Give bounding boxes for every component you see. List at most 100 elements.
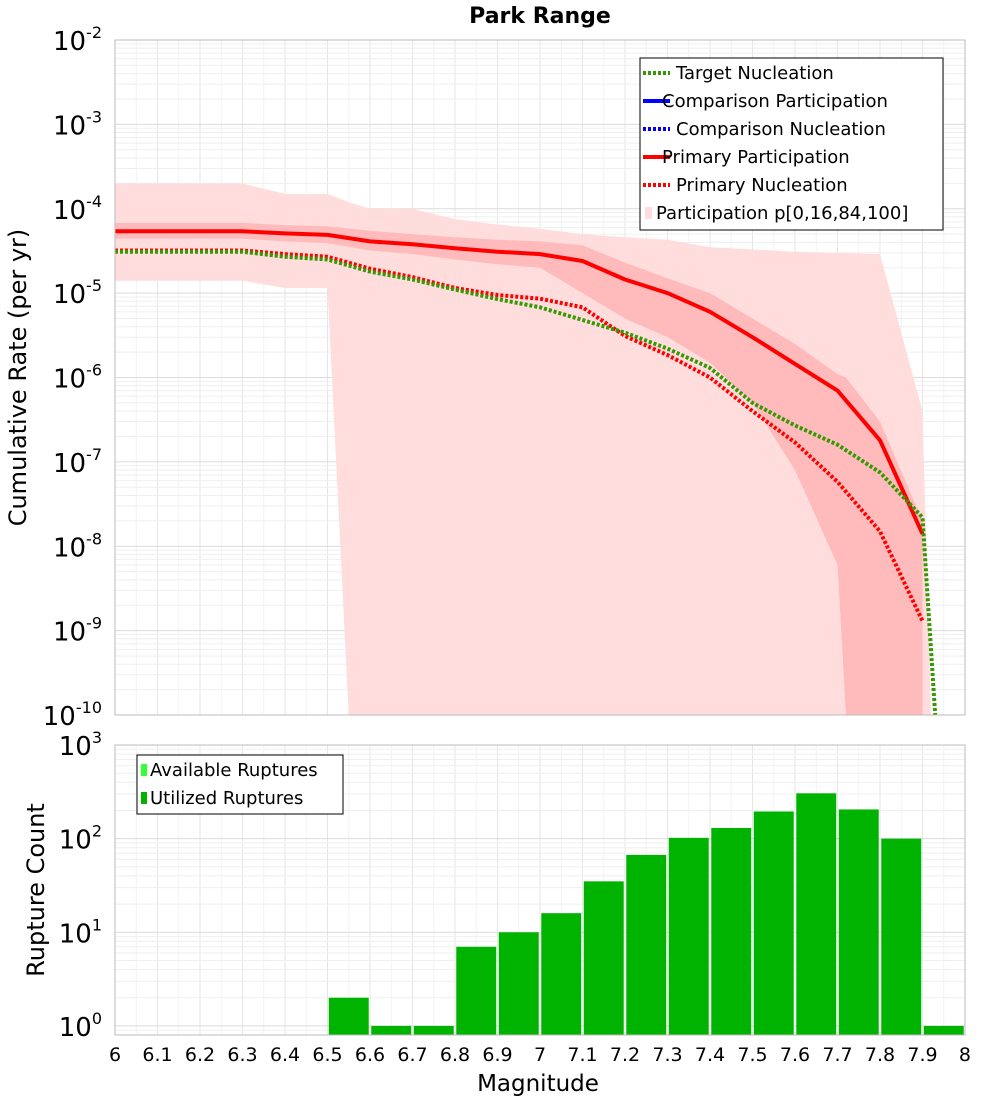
y-tick-exp: -5 (86, 276, 102, 295)
legend-label: Primary Participation (662, 147, 850, 168)
x-tick-label: 6.1 (142, 1044, 172, 1066)
x-axis-label: Magnitude (477, 1071, 599, 1097)
y-tick-exp: -10 (76, 698, 102, 717)
y-tick-exp: -2 (86, 23, 102, 42)
chart-title: Park Range (469, 4, 611, 29)
x-tick-label: 7.3 (652, 1044, 682, 1066)
x-tick-label: 7.9 (907, 1044, 937, 1066)
target-nucleation-line (115, 249, 938, 716)
band-p16-84 (115, 222, 923, 715)
y-tick-label: 103 (59, 728, 102, 762)
y-tick-label: 101 (59, 915, 102, 949)
x-tick-label: 7.8 (865, 1044, 895, 1066)
rupture-bar (668, 837, 709, 1035)
x-tick-label: 8 (959, 1044, 971, 1066)
legend-label: Participation p[0,16,84,100] (656, 203, 908, 224)
y-tick-base: 10 (59, 1013, 92, 1043)
y-tick-exp: -9 (86, 614, 102, 633)
y-tick-base: 10 (53, 365, 86, 395)
y-tick-base: 10 (53, 533, 86, 563)
x-tick-label: 6.5 (312, 1044, 342, 1066)
y-tick-label: 102 (59, 822, 102, 856)
rupture-bar (923, 1025, 964, 1035)
x-tick-label: 7.2 (610, 1044, 640, 1066)
y-tick-base: 10 (59, 732, 92, 762)
x-tick-label: 7 (534, 1044, 546, 1066)
bar-legend-label: Available Ruptures (150, 760, 318, 781)
y-tick-label: 100 (59, 1009, 102, 1043)
y-tick-exp: 2 (92, 822, 102, 841)
x-tick-label: 7.5 (737, 1044, 767, 1066)
rupture-bar (796, 793, 837, 1035)
y-tick-label: 10-10 (43, 698, 102, 732)
primary-participation-line (115, 229, 925, 535)
x-tick-label: 6.4 (270, 1044, 300, 1066)
y-tick-exp: 3 (92, 728, 102, 747)
bar-legend-box (136, 754, 344, 815)
x-tick-label: 7.7 (822, 1044, 852, 1066)
rupture-bar (838, 809, 879, 1035)
x-tick-label: 6.6 (355, 1044, 385, 1066)
legend-label: Comparison Nucleation (676, 119, 886, 140)
y-tick-base: 10 (53, 280, 86, 310)
legend-label: Primary Nucleation (676, 175, 848, 196)
y-axis-label-count: Rupture Count (22, 803, 50, 977)
y-tick-base: 10 (53, 618, 86, 648)
y-tick-exp: -7 (86, 445, 102, 464)
top-plot-frame (114, 39, 966, 716)
y-tick-label: 10-2 (53, 23, 102, 57)
x-tick-label: 6.9 (482, 1044, 512, 1066)
y-tick-base: 10 (59, 826, 92, 856)
rupture-bar (498, 932, 539, 1035)
y-tick-base: 10 (53, 196, 86, 226)
rupture-bar (541, 913, 582, 1035)
y-tick-label: 10-7 (53, 445, 102, 479)
y-tick-base: 10 (53, 449, 86, 479)
y-tick-exp: 0 (92, 1009, 102, 1028)
y-tick-base: 10 (59, 919, 92, 949)
rupture-bar (413, 1025, 454, 1035)
y-tick-exp: -4 (86, 192, 102, 211)
rupture-bar (753, 811, 794, 1035)
cumulative-rate-plot: Park Range10-210-310-410-510-610-710-810… (4, 4, 966, 732)
rupture-bar (456, 946, 497, 1035)
y-tick-base: 10 (43, 702, 76, 732)
y-axis-label-rate: Cumulative Rate (per yr) (4, 229, 32, 527)
x-tick-label: 7.1 (567, 1044, 597, 1066)
rupture-bar (371, 1025, 412, 1035)
y-tick-exp: -8 (86, 529, 102, 548)
rupture-bar (711, 827, 752, 1035)
legend-label: Target Nucleation (675, 63, 834, 84)
x-tick-label: 6.8 (440, 1044, 470, 1066)
y-tick-exp: 1 (92, 915, 102, 934)
legend-label: Comparison Participation (662, 91, 888, 112)
legend-swatch (645, 207, 652, 219)
x-tick-label: 6.7 (397, 1044, 427, 1066)
rupture-bar (626, 854, 667, 1035)
legend-box (639, 57, 944, 231)
y-tick-base: 10 (53, 111, 86, 141)
y-tick-base: 10 (53, 27, 86, 57)
y-tick-label: 10-5 (53, 276, 102, 310)
y-tick-label: 10-9 (53, 614, 102, 648)
y-tick-label: 10-3 (53, 107, 102, 141)
x-tick-label: 7.4 (695, 1044, 725, 1066)
x-tick-label: 6.2 (185, 1044, 215, 1066)
x-tick-label: 7.6 (780, 1044, 810, 1066)
bottom-plot-frame (114, 744, 966, 1036)
y-tick-exp: -3 (86, 107, 102, 126)
y-tick-label: 10-4 (53, 192, 102, 226)
bar-legend-label: Utilized Ruptures (150, 788, 303, 809)
x-tick-label: 6.3 (227, 1044, 257, 1066)
x-tick-label: 6 (109, 1044, 121, 1066)
primary-nucleation-line (115, 248, 925, 622)
y-tick-label: 10-8 (53, 529, 102, 563)
rupture-bar (583, 881, 624, 1035)
rupture-bar (328, 997, 369, 1035)
rupture-bar (881, 838, 922, 1035)
y-tick-exp: -6 (86, 361, 102, 380)
y-tick-label: 10-6 (53, 361, 102, 395)
bar-legend-swatch (141, 764, 147, 776)
